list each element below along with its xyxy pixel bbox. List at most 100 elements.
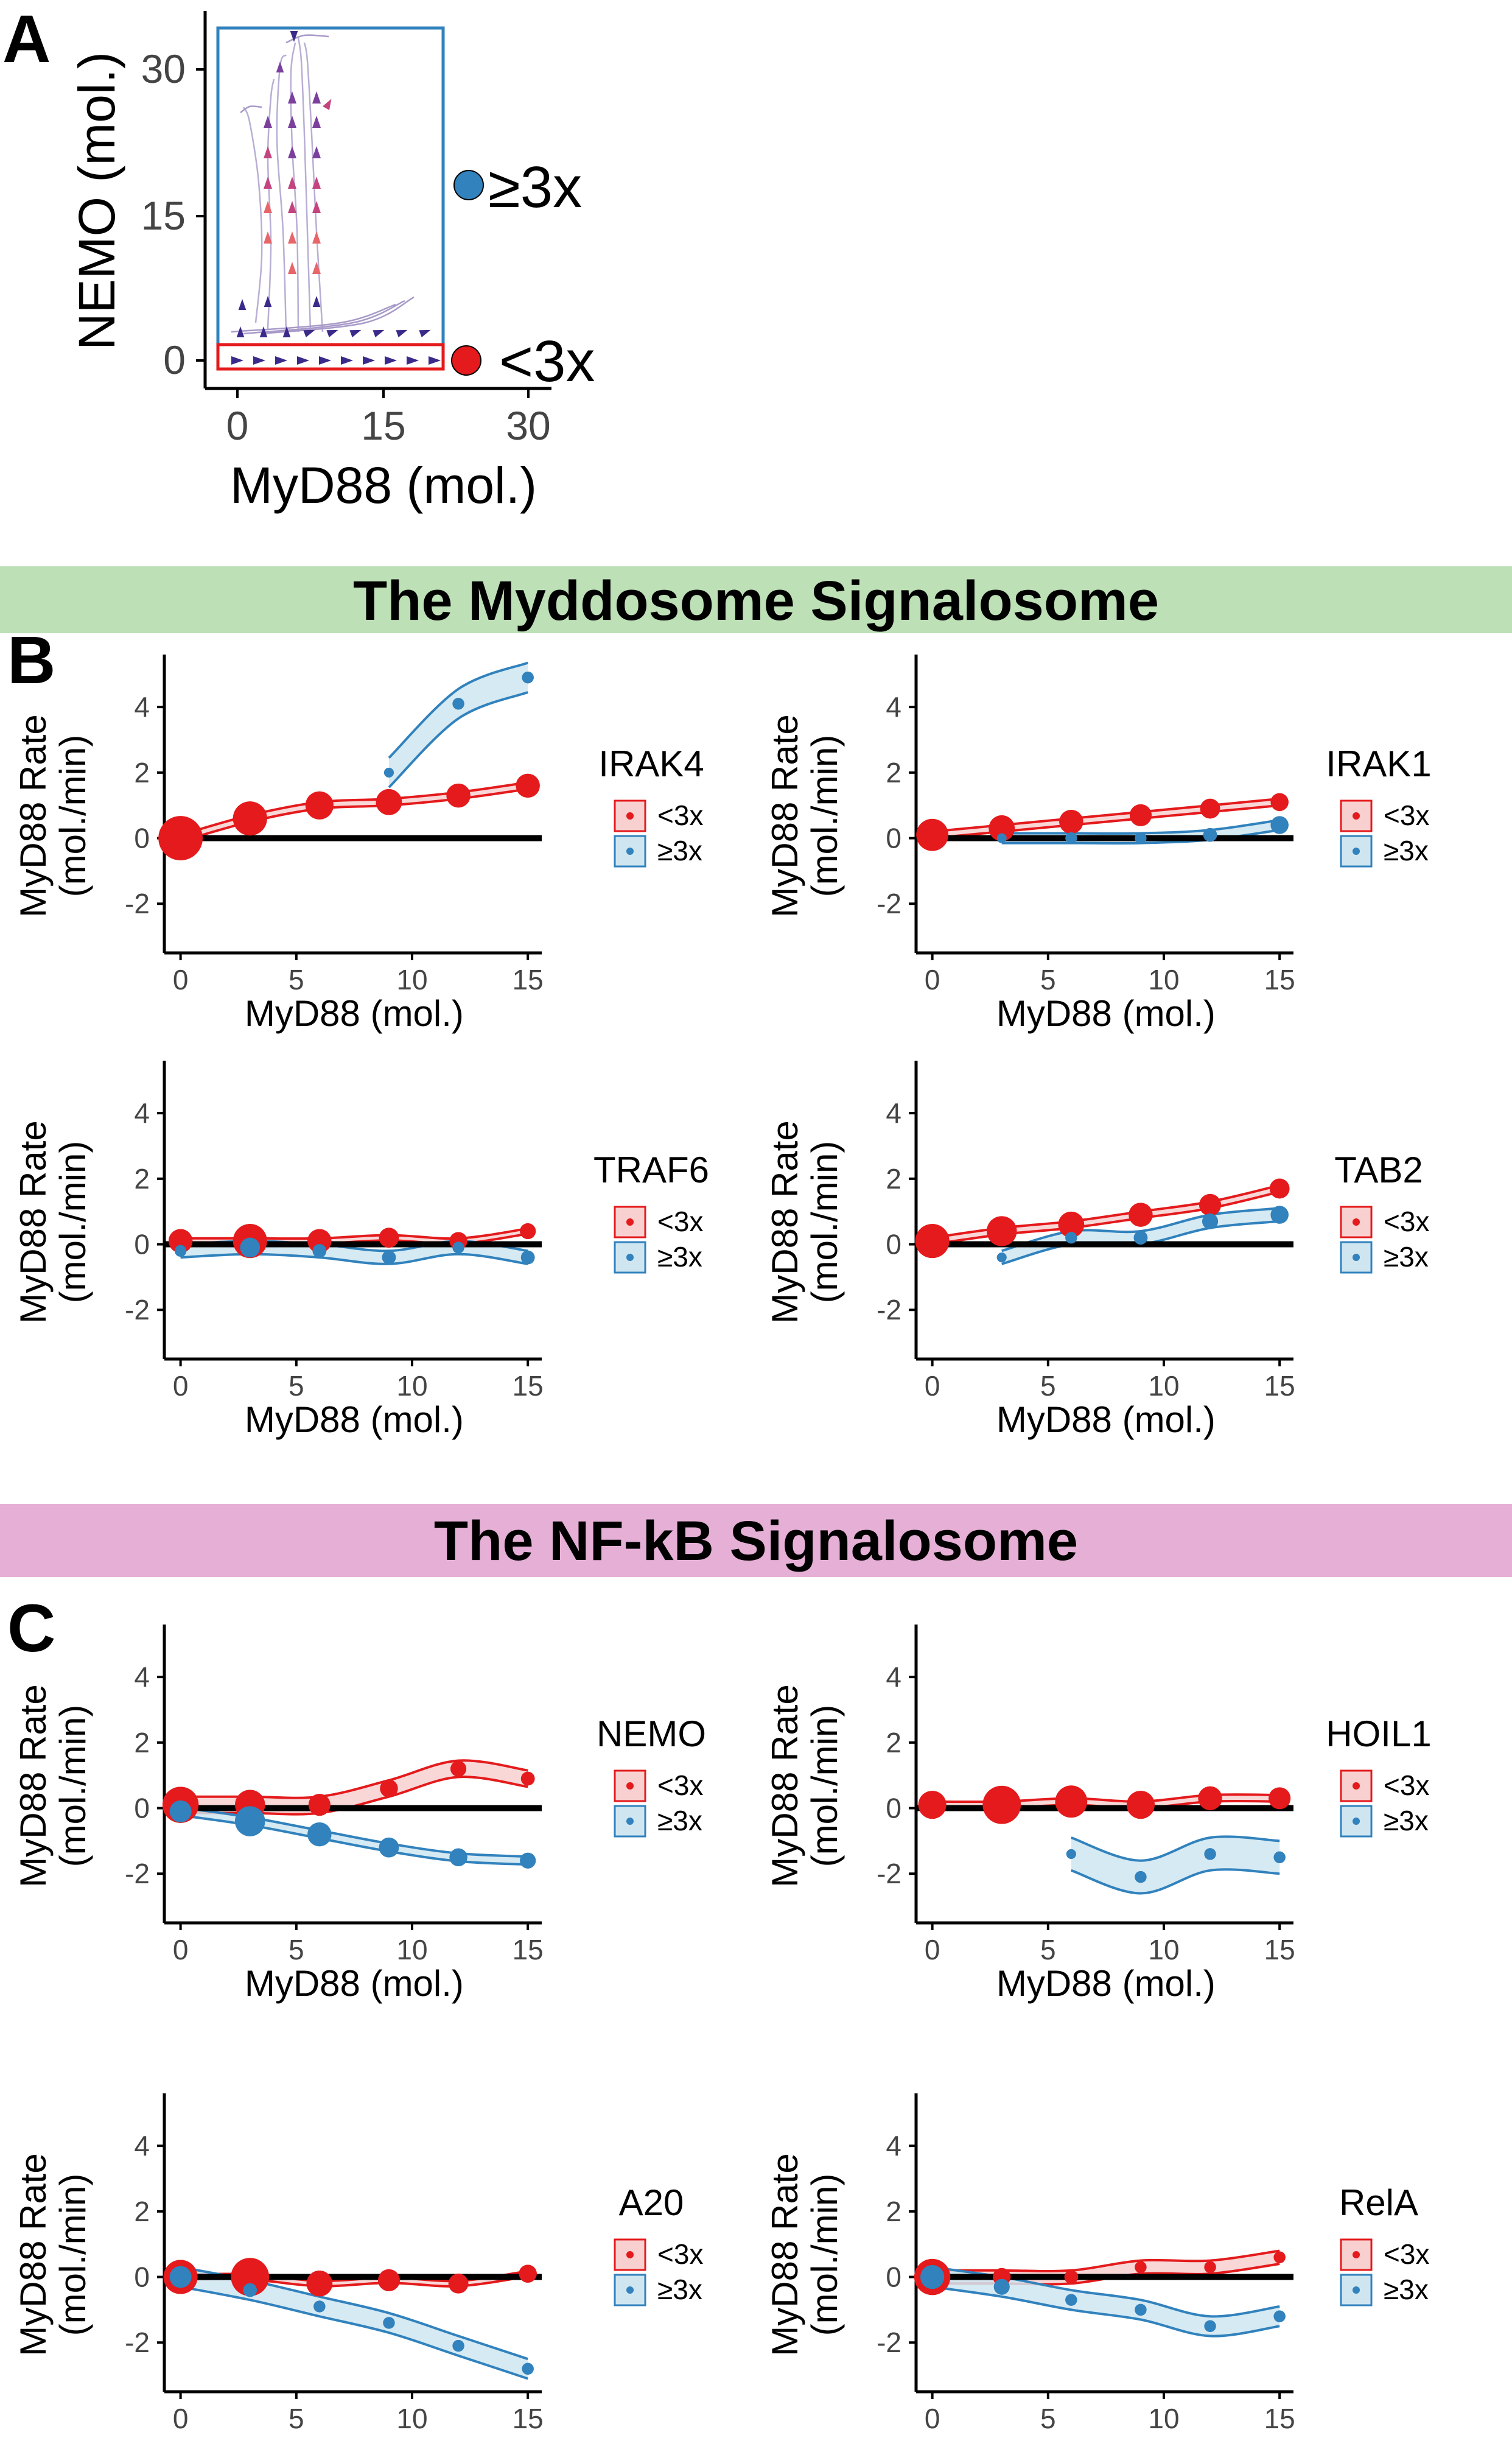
confidence-band-<3x	[180, 1228, 528, 1244]
data-point	[918, 1791, 947, 1819]
y-tick-label: 2	[886, 1163, 901, 1195]
legend-label: <3x	[1384, 799, 1429, 831]
panel-a-flow-field	[231, 31, 441, 365]
y-axis-title: MyD88 Rate	[13, 1684, 54, 1887]
flow-arrow	[288, 201, 296, 213]
panel-a-y-tick-label: 15	[141, 193, 186, 238]
region-box-high	[216, 26, 445, 346]
y-tick-label: 4	[134, 1661, 150, 1693]
legend-key	[1340, 1805, 1373, 1838]
legend-key-dot	[1353, 2286, 1360, 2294]
data-point	[449, 1848, 467, 1866]
x-tick-label: 5	[1040, 1370, 1056, 1402]
x-axis-title: MyD88 (mol.)	[245, 2432, 464, 2438]
flow-arrow	[264, 116, 272, 128]
panel-a-x-tick-label: 0	[226, 403, 249, 448]
panel-label-c: C	[7, 1591, 55, 1666]
legend-key-dot	[1353, 812, 1360, 820]
legend-label: ≥3x	[1384, 1805, 1429, 1836]
flow-arrow	[276, 61, 284, 72]
x-tick-label: 10	[1148, 2403, 1179, 2434]
y-tick-label: 4	[134, 1097, 150, 1129]
data-point	[1270, 1206, 1289, 1224]
legend-title: A20	[619, 2182, 684, 2223]
panel-label-a: A	[2, 2, 51, 77]
legend-key	[1340, 1206, 1373, 1238]
myddosome-banner-title: The Myddosome Signalosome	[353, 570, 1159, 632]
data-point	[1204, 2261, 1216, 2274]
x-tick-label: 15	[1264, 1934, 1295, 1966]
x-tick-label: 5	[289, 1934, 304, 1966]
legend-title: NEMO	[597, 1713, 706, 1754]
data-point	[243, 2283, 257, 2297]
legend-marker-high	[453, 170, 484, 200]
legend-label: <3x	[1384, 1769, 1429, 1801]
legend-label: <3x	[657, 1206, 703, 1237]
data-point	[158, 816, 203, 860]
y-tick-label: 2	[886, 757, 901, 789]
legend-label: ≥3x	[657, 2274, 702, 2305]
data-point	[1200, 798, 1220, 819]
data-point	[306, 2270, 333, 2297]
data-point	[1135, 2303, 1147, 2316]
data-point	[452, 2339, 464, 2352]
data-point	[1199, 1193, 1222, 1216]
data-point	[1198, 1786, 1222, 1811]
y-axis-title: MyD88 Rate	[13, 1120, 54, 1323]
legend-key-dot	[626, 1818, 634, 1825]
data-point	[313, 2300, 326, 2313]
data-point	[520, 1223, 536, 1239]
data-point	[1065, 2294, 1077, 2306]
rate-panel-irak1: 4 2 0 -2 0 5 10 15 MyD88 (mol.) MyD88 Rate(mol./m…	[765, 655, 1432, 1034]
data-point	[1064, 2270, 1079, 2284]
data-point	[1269, 1178, 1290, 1199]
data-point	[1135, 1871, 1147, 1883]
legend-key	[1340, 2238, 1373, 2271]
x-tick-label: 0	[173, 1370, 189, 1402]
x-tick-label: 10	[396, 2403, 427, 2434]
legend-key-dot	[626, 1782, 634, 1790]
data-point	[982, 1785, 1021, 1824]
data-point	[1202, 1213, 1219, 1229]
data-point	[383, 2317, 395, 2329]
data-point	[516, 773, 540, 798]
trajectory-curve	[240, 105, 262, 114]
band-upper-line	[388, 661, 528, 759]
data-point	[1055, 1785, 1088, 1818]
y-axis-title: (mol./min)	[804, 1705, 845, 1867]
data-point	[522, 2362, 534, 2375]
flow-arrow	[349, 329, 362, 337]
flow-arrow	[407, 356, 419, 365]
y-tick-label: 0	[134, 1793, 150, 1824]
data-point	[377, 2269, 400, 2291]
x-tick-label: 15	[1264, 964, 1295, 996]
data-point	[1059, 809, 1083, 834]
data-point	[446, 783, 471, 808]
legend-title: HOIL1	[1326, 1713, 1431, 1754]
y-tick-label: 4	[886, 1097, 901, 1129]
band-lower-line	[1071, 1868, 1280, 1895]
x-tick-label: 5	[289, 1370, 304, 1402]
data-point	[1203, 827, 1217, 842]
nfkb-banner	[0, 1504, 1512, 1577]
legend-key	[614, 1805, 646, 1838]
flow-arrow	[264, 146, 272, 158]
panel-a-x-tick-label: 30	[506, 403, 550, 448]
y-tick-label: 0	[886, 1229, 901, 1260]
y-axis-title: (mol./min)	[52, 735, 93, 898]
y-tick-label: 2	[886, 1727, 901, 1758]
region-box-low	[216, 343, 445, 371]
x-axis-title: MyD88 (mol.)	[245, 1963, 464, 2004]
panel-a-x-axis-title: MyD88 (mol.)	[230, 457, 537, 514]
confidence-band-<3x	[932, 798, 1280, 838]
data-point	[231, 2258, 270, 2296]
flow-arrow	[275, 356, 287, 365]
data-point	[519, 2264, 537, 2283]
legend-label-high: ≥3x	[488, 155, 582, 220]
x-tick-label: 0	[925, 1370, 940, 1402]
band-lower-line	[180, 2285, 528, 2380]
legend-title: TRAF6	[593, 1150, 709, 1190]
legend-key-dot	[1353, 848, 1360, 855]
x-axis-title: MyD88 (mol.)	[996, 993, 1216, 1034]
